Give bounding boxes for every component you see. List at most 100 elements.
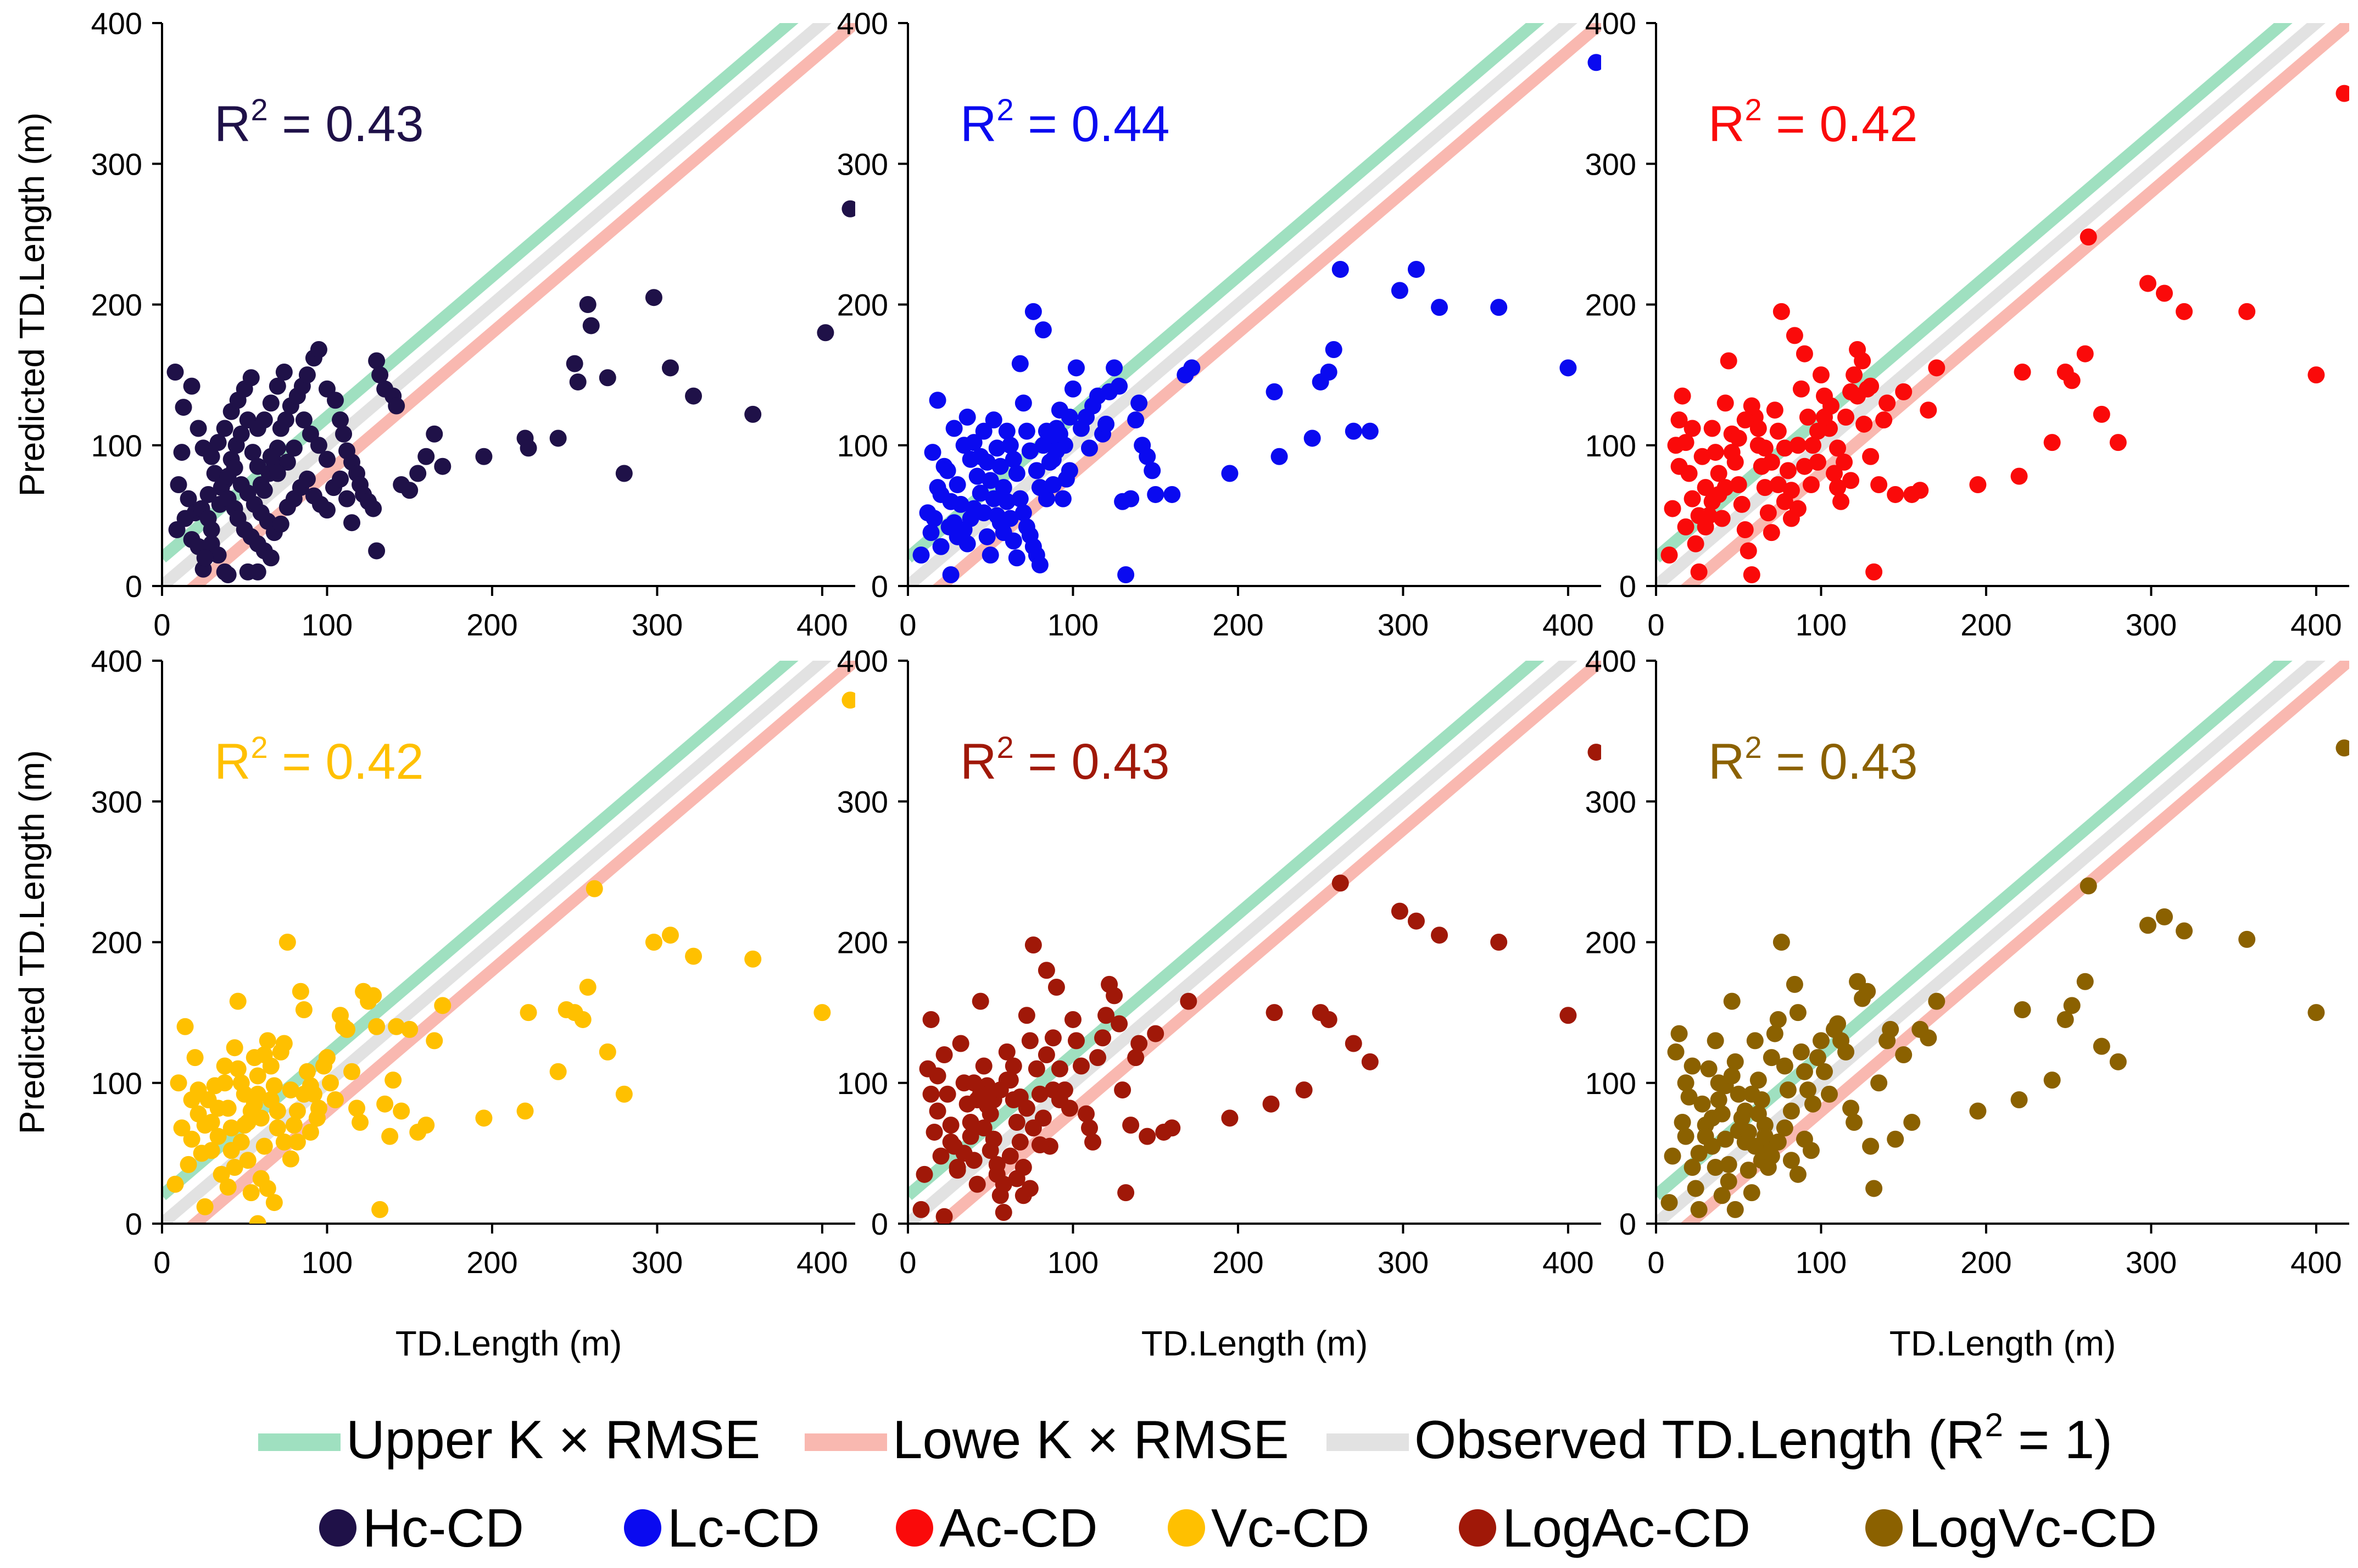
data-point (295, 1085, 313, 1103)
data-point (1707, 1159, 1724, 1176)
data-point (2109, 1053, 2127, 1070)
data-point (2176, 303, 2193, 320)
data-point (1054, 490, 1072, 507)
data-point (288, 1102, 306, 1120)
data-point (1127, 411, 1145, 429)
data-point (1878, 394, 1896, 412)
data-point (1587, 54, 1601, 71)
data-point (1736, 521, 1754, 538)
data-point (183, 1130, 200, 1148)
data-point (955, 437, 973, 454)
x-tick-label: 0 (1647, 1245, 1664, 1280)
x-tick-label: 300 (2126, 1245, 2177, 1280)
data-point (318, 1049, 336, 1067)
data-point (1130, 394, 1148, 412)
data-point (1221, 465, 1239, 482)
data-point (1144, 462, 1161, 479)
data-point (1865, 563, 1883, 581)
x-tick-label: 200 (1212, 607, 1263, 642)
data-point (1014, 504, 1032, 522)
reference-line-2 (1656, 23, 2326, 586)
data-point (209, 1100, 227, 1117)
r2-annotation: R2 = 0.42 (1708, 92, 1918, 152)
data-point (1057, 470, 1075, 488)
data-point (409, 465, 427, 482)
x-tick-label: 200 (466, 607, 517, 642)
data-point (1829, 479, 1847, 496)
x-tick-label: 300 (2126, 607, 2177, 642)
data-point (249, 563, 266, 581)
data-point (1664, 1147, 1681, 1165)
data-point (1674, 387, 1691, 405)
data-point (2139, 917, 2156, 934)
data-point (939, 462, 956, 479)
data-point (434, 457, 451, 475)
y-tick-label: 300 (91, 147, 142, 181)
data-point (1431, 927, 1448, 944)
data-point (841, 200, 855, 217)
data-point (1139, 1128, 1156, 1145)
data-point (168, 521, 186, 538)
data-point (582, 317, 600, 334)
data-point (232, 1133, 250, 1151)
data-point (975, 1119, 993, 1137)
data-point (262, 1091, 280, 1108)
legend-marker (1865, 1509, 1903, 1547)
data-point (298, 366, 316, 384)
panel-hc-cd: 0 100 200 300 400 0 100 200 300 400 Predicted TD.L… (12, 6, 855, 642)
data-point (278, 934, 296, 951)
y-tick-label: 100 (91, 428, 142, 463)
data-point (1266, 383, 1283, 400)
data-point (189, 1081, 207, 1099)
data-point (1051, 425, 1068, 443)
data-point (275, 364, 293, 381)
data-point (1865, 1180, 1883, 1197)
data-point (813, 1004, 831, 1022)
x-tick-label: 400 (2290, 607, 2342, 642)
data-point (998, 493, 1016, 510)
data-point (269, 1119, 286, 1137)
data-point (186, 1049, 204, 1067)
y-tick-label: 0 (1619, 1207, 1636, 1241)
data-point (371, 366, 389, 384)
data-point (1707, 444, 1724, 461)
data-point (949, 1159, 966, 1176)
data-point (417, 448, 435, 465)
data-point (1067, 359, 1085, 377)
data-point (922, 1011, 940, 1028)
data-point (1008, 1114, 1025, 1131)
data-point (968, 467, 986, 485)
data-point (1723, 1067, 1741, 1085)
data-point (949, 528, 966, 545)
data-point (685, 387, 703, 405)
data-point (516, 1102, 534, 1120)
data-point (1736, 411, 1754, 429)
data-point (332, 411, 349, 429)
data-point (249, 1215, 266, 1224)
data-point (1064, 380, 1082, 398)
x-tick-label: 200 (466, 1245, 517, 1280)
data-point (1028, 1060, 1045, 1078)
y-tick-label: 100 (91, 1066, 142, 1101)
data-point (1726, 1201, 1744, 1218)
data-point (302, 1123, 319, 1141)
data-point (995, 524, 1012, 542)
data-point (348, 1100, 366, 1117)
data-point (1911, 482, 1929, 499)
data-point (929, 1067, 946, 1085)
x-tick-label: 100 (1796, 607, 1847, 642)
x-axis-title: TD.Length (m) (1889, 1324, 2116, 1363)
data-point (310, 341, 327, 358)
data-point (1034, 321, 1052, 339)
data-point (1716, 479, 1734, 496)
data-point (265, 1194, 283, 1212)
data-point (569, 373, 587, 390)
data-point (170, 476, 187, 493)
data-point (1044, 476, 1062, 493)
data-point (1684, 1057, 1701, 1075)
data-point (1822, 397, 1840, 415)
data-point (1270, 448, 1288, 465)
data-point (189, 420, 207, 437)
r2-annotation: R2 = 0.43 (214, 92, 424, 152)
data-point (929, 479, 946, 496)
